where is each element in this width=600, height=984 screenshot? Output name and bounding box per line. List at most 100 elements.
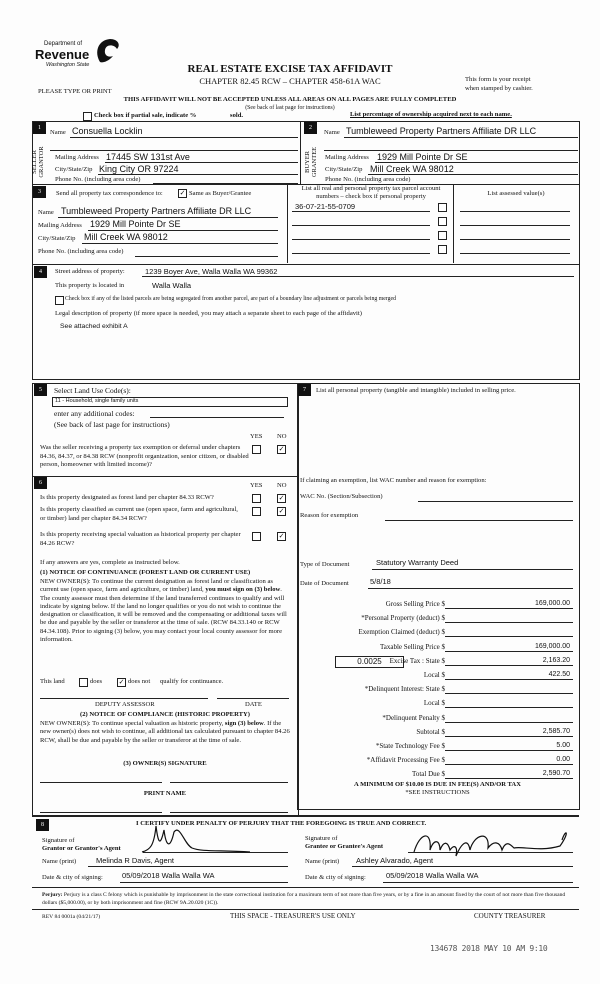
seller-mail-field[interactable]: 17445 SW 131st Ave	[106, 152, 190, 162]
yes-checkbox[interactable]	[252, 445, 261, 454]
grantor-name-field[interactable]: Melinda R Davis, Agent	[96, 856, 174, 865]
doc-date-field[interactable]: 5/8/18	[370, 577, 391, 586]
tax-row-value[interactable]: 2,590.70	[542, 770, 570, 778]
tax-row-value[interactable]: 2,163.20	[542, 656, 570, 664]
yes-checkbox[interactable]	[252, 532, 261, 541]
assessed-value-field[interactable]	[460, 225, 570, 226]
tax-row-value[interactable]: 422.50	[548, 671, 570, 678]
parcel-number-field[interactable]: 36-07-21-55-0709	[295, 202, 356, 211]
personal-property-checkbox[interactable]	[438, 217, 447, 226]
label: (See back of last page for instructions)	[54, 420, 170, 429]
grantee-signature	[413, 832, 567, 857]
buyer-city-field[interactable]: Mill Creek WA 98012	[370, 164, 454, 174]
label: Grantor or Grantor's Agent	[42, 845, 121, 852]
buyer-name-field[interactable]: Tumbleweed Property Partners Affiliate D…	[346, 126, 537, 136]
corr-mail-field[interactable]: 1929 Mill Pointe Dr SE	[90, 219, 181, 229]
partial-sale-label: Check box if partial sale, indicate %	[94, 112, 197, 119]
grantor-date-field[interactable]: 05/09/2018 Walla Walla WA	[122, 871, 215, 880]
grantee-date-field[interactable]: 05/09/2018 Walla Walla WA	[386, 871, 479, 880]
grantee-name-field[interactable]: Ashley Alvarado, Agent	[356, 856, 434, 865]
local-rate-field[interactable]: 0.0025	[335, 656, 404, 668]
label: WAC No. (Section/Subsection)	[300, 493, 383, 500]
property-location-field[interactable]: Walla Walla	[152, 281, 192, 290]
tax-row-line	[445, 608, 573, 609]
assessed-value-field[interactable]	[460, 253, 570, 254]
exemption-question: Was the seller receiving a property tax …	[40, 444, 249, 468]
grantee-signature-line	[408, 852, 573, 853]
land-use-select[interactable]: 11 - Household, single family units	[52, 397, 288, 407]
assessed-value-field[interactable]	[460, 211, 570, 212]
label: Reason for exemption	[300, 512, 359, 519]
personal-property-checkbox[interactable]	[438, 231, 447, 240]
tax-row-value[interactable]: 2,585.70	[542, 727, 570, 735]
section-number: 7	[298, 384, 311, 396]
divider	[32, 887, 579, 888]
seller-phone-field	[153, 183, 298, 184]
logo-line3: Washington State	[46, 62, 90, 68]
parcel-line	[292, 239, 430, 240]
personal-property-checkbox[interactable]	[438, 203, 447, 212]
buyer-mail-field[interactable]: 1929 Mill Pointe Dr SE	[377, 152, 468, 162]
tax-row-label: Total Due $	[412, 770, 445, 779]
tax-row-line	[445, 735, 573, 737]
label: Mailing Address	[325, 154, 369, 161]
tax-row-label: Taxable Selling Price $	[379, 642, 445, 651]
text: you must sign on (3) below	[205, 586, 281, 594]
label: Mailing Address	[55, 154, 99, 161]
print-name-label: PRINT NAME	[143, 790, 187, 797]
label: Name	[50, 129, 66, 136]
segregated-checkbox[interactable]	[55, 296, 64, 305]
yes-checkbox[interactable]	[252, 507, 261, 516]
tax-row-line	[445, 693, 573, 695]
legal-description-field[interactable]: See attached exhibit A	[60, 323, 128, 330]
no-checkbox[interactable]: ✓	[277, 507, 286, 516]
tax-row-label: *State Technology Fee $	[375, 742, 445, 750]
same-as-buyer-checkbox[interactable]: ✓	[178, 189, 187, 198]
property-street-field[interactable]: 1239 Boyer Ave, Walla Walla WA 99362	[145, 267, 278, 276]
label: Phone No. (including area code)	[325, 176, 411, 183]
seller-city-field[interactable]: King City OR 97224	[99, 164, 179, 174]
parcel-line	[292, 211, 430, 212]
tax-row-value[interactable]: 169,000.00	[534, 600, 570, 607]
no-checkbox[interactable]: ✓	[277, 445, 286, 454]
text: NEW OWNER(S): To continue the current de…	[40, 578, 273, 594]
assessed-value-field[interactable]	[460, 239, 570, 240]
partial-sale-checkbox[interactable]	[83, 112, 92, 121]
corr-name-field[interactable]: Tumbleweed Property Partners Affiliate D…	[61, 206, 252, 216]
tax-row-value[interactable]: 0.00	[556, 756, 570, 764]
section-number: 2	[304, 122, 317, 134]
does-checkbox[interactable]	[79, 678, 88, 687]
tax-row-value[interactable]: 5.00	[556, 742, 570, 749]
tax-row-line	[445, 778, 573, 780]
parties-box	[32, 121, 580, 265]
no-checkbox[interactable]: ✓	[277, 532, 286, 541]
print-name-line	[40, 812, 162, 813]
owner-signature-line	[170, 782, 288, 783]
tax-row-label: Local $	[423, 699, 445, 708]
label: Signature of	[42, 837, 75, 844]
seller-name-field[interactable]: Consuella Locklin	[72, 126, 143, 136]
certify-statement: I CERTIFY UNDER PENALTY OF PERJURY THAT …	[136, 820, 427, 827]
divider	[32, 184, 579, 185]
line	[142, 276, 574, 277]
label: Legal description of property (if more s…	[55, 310, 362, 317]
tax-row-label: *Delinquent Penalty $	[382, 713, 445, 722]
corr-city-field[interactable]: Mill Creek WA 98012	[84, 232, 168, 242]
yes-checkbox[interactable]	[252, 494, 261, 503]
doc-type-field[interactable]: Statutory Warranty Deed	[376, 558, 459, 567]
ownership-note: List percentage of ownership acquired ne…	[350, 111, 512, 118]
does-not-checkbox[interactable]: ✓	[117, 678, 126, 687]
line	[352, 866, 573, 867]
parcel-line	[292, 253, 430, 254]
line	[58, 217, 278, 218]
label: City/State/Zip	[38, 235, 76, 242]
section-number: 5	[34, 384, 47, 396]
text: sign (3) below	[224, 720, 264, 727]
wac-field	[418, 501, 573, 502]
no-checkbox[interactable]: ✓	[277, 494, 286, 503]
personal-property-checkbox[interactable]	[438, 245, 447, 254]
current-use-question: Is this property classified as current u…	[40, 506, 238, 522]
tax-row-value[interactable]: 169,000.00	[534, 642, 570, 650]
print-name-line	[170, 812, 288, 813]
